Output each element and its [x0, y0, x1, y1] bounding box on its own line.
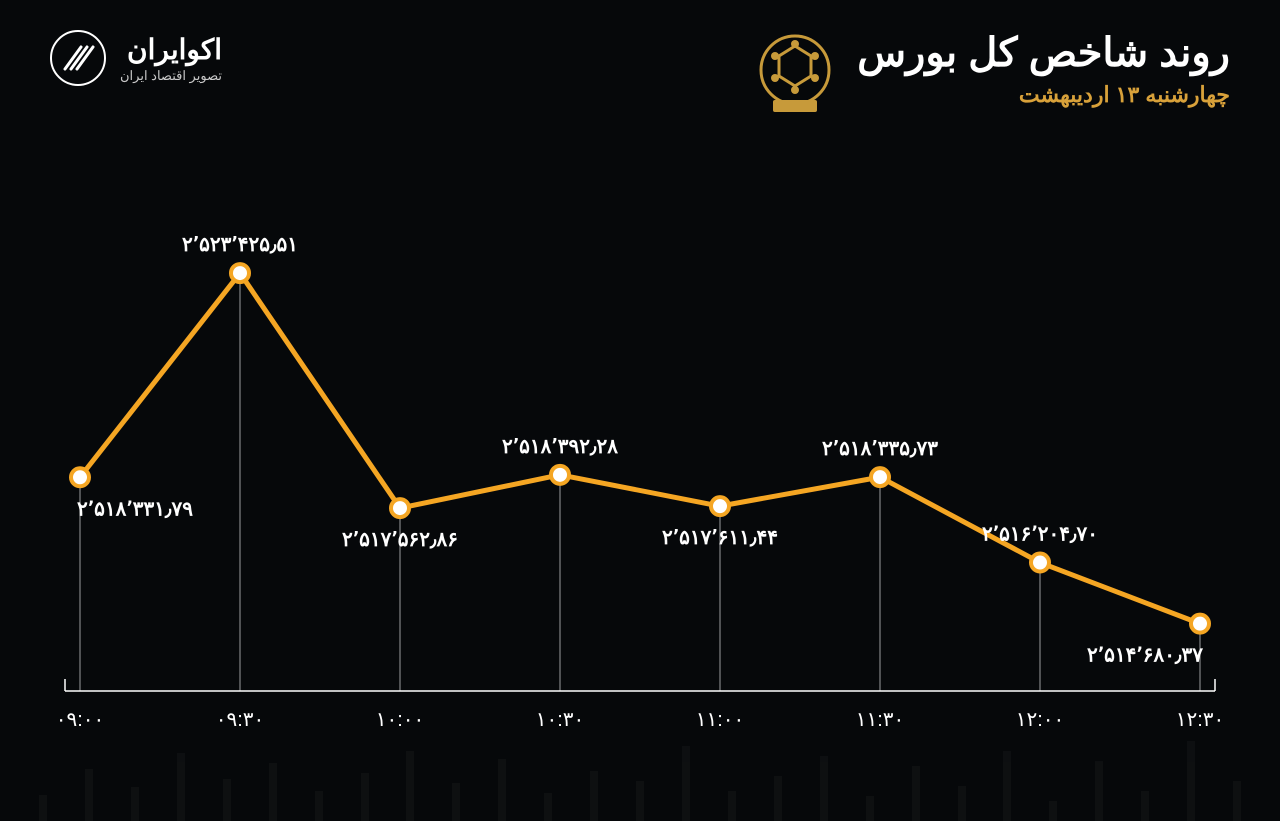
svg-text:۱۱:۰۰: ۱۱:۰۰: [696, 709, 745, 731]
svg-text:۲٬۵۱۴٬۶۸۰٫۳۷: ۲٬۵۱۴٬۶۸۰٫۳۷: [1087, 645, 1203, 667]
svg-text:۲٬۵۱۶٬۲۰۴٫۷۰: ۲٬۵۱۶٬۲۰۴٫۷۰: [982, 524, 1098, 546]
svg-text:۲٬۵۱۸٬۳۳۵٫۷۳: ۲٬۵۱۸٬۳۳۵٫۷۳: [822, 438, 938, 460]
chart-subtitle: چهارشنبه ۱۳ اردیبهشت: [857, 82, 1230, 108]
svg-text:۲٬۵۱۸٬۳۳۱٫۷۹: ۲٬۵۱۸٬۳۳۱٫۷۹: [77, 498, 193, 520]
svg-text:۰۹:۰۰: ۰۹:۰۰: [56, 709, 105, 731]
svg-text:۱۰:۳۰: ۱۰:۳۰: [536, 709, 585, 731]
line-chart: ۰۹:۰۰۰۹:۳۰۱۰:۰۰۱۰:۳۰۱۱:۰۰۱۱:۳۰۱۲:۰۰۱۲:۳۰…: [60, 190, 1220, 761]
brand-name: اکوایران: [120, 33, 222, 66]
exchange-emblem-icon: [751, 30, 839, 118]
svg-text:۱۲:۰۰: ۱۲:۰۰: [1016, 709, 1065, 731]
chart-title: روند شاخص کل بورس: [857, 30, 1230, 76]
title-block: روند شاخص کل بورس چهارشنبه ۱۳ اردیبهشت: [751, 30, 1230, 118]
brand: اکوایران تصویر اقتصاد ایران: [50, 30, 222, 86]
header: اکوایران تصویر اقتصاد ایران روند شاخص کل…: [50, 30, 1230, 118]
brand-tagline: تصویر اقتصاد ایران: [120, 68, 222, 84]
svg-text:۱۲:۳۰: ۱۲:۳۰: [1176, 709, 1225, 731]
svg-text:۱۰:۰۰: ۱۰:۰۰: [376, 709, 425, 731]
svg-text:۰۹:۳۰: ۰۹:۳۰: [216, 709, 265, 731]
svg-text:۲٬۵۱۷٬۶۱۱٫۴۴: ۲٬۵۱۷٬۶۱۱٫۴۴: [662, 527, 778, 549]
svg-text:۲٬۵۱۷٬۵۶۲٫۸۶: ۲٬۵۱۷٬۵۶۲٫۸۶: [342, 529, 458, 551]
svg-text:۱۱:۳۰: ۱۱:۳۰: [856, 709, 905, 731]
brand-icon: [50, 30, 106, 86]
svg-text:۲٬۵۱۸٬۳۹۲٫۲۸: ۲٬۵۱۸٬۳۹۲٫۲۸: [502, 436, 618, 458]
svg-text:۲٬۵۲۳٬۴۲۵٫۵۱: ۲٬۵۲۳٬۴۲۵٫۵۱: [182, 234, 298, 256]
